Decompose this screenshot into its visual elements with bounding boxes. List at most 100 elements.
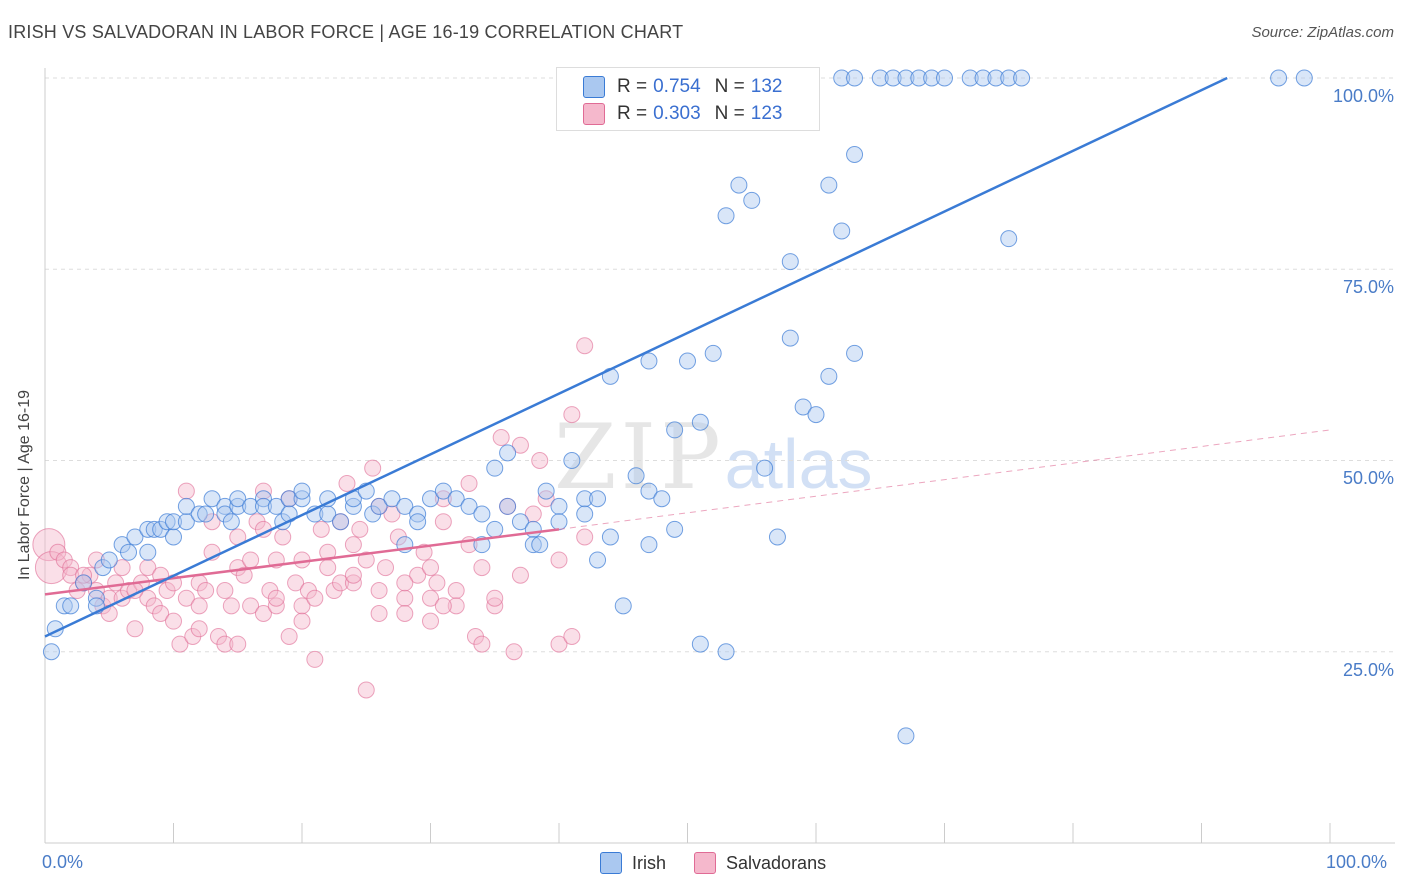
irish-point [139,520,157,538]
salvadoran-point [254,605,272,622]
irish-trend-line [44,76,1228,638]
salvadoran-point [370,582,388,600]
irish-point [640,482,658,500]
irish-point [1000,69,1018,87]
watermark-zip: ZIP [554,405,725,510]
salvadoran-point [344,536,362,554]
irish-point [640,352,658,370]
salvadoran-point [177,482,195,500]
irish-point [833,222,851,240]
irish-point [691,635,709,653]
irish-point [1013,69,1031,87]
irish-point [120,543,138,561]
salvadoran-point [177,589,195,607]
series-legend-irish: Irish [632,852,667,873]
legend-irish-r-value: 0.754 [653,76,701,97]
salvadoran-point [460,474,478,492]
irish-point [974,69,992,87]
legend-salv-n-value: 123 [750,103,783,124]
irish-point [743,191,761,209]
irish-point [293,482,311,500]
salvadoran-point [242,597,260,615]
salvadoran-point [222,597,240,615]
salvadoran-point [364,459,382,477]
salvadoran-point [422,559,439,577]
irish-point [447,490,465,508]
irish-point [923,69,941,87]
irish-point [486,520,504,538]
salvadoran-point [511,436,529,454]
salvadoran-point [126,620,144,638]
irish-point [460,497,478,515]
salvadoran-point [306,589,324,607]
irish-point [666,421,684,439]
salvadoran-point [165,612,182,630]
irish-point [396,497,414,515]
salvadoran-point [293,597,311,615]
salvadoran-trend-extension [558,429,1331,530]
irish-point [846,69,864,87]
irish-point [653,490,671,508]
salvadoran-point [319,559,337,577]
irish-point [524,536,542,554]
irish-point [1270,69,1288,87]
salvadoran-point [171,635,189,653]
irish-point [897,69,915,87]
irish-point [589,551,607,569]
salvadoran-point [312,520,330,538]
irish-point [75,574,93,592]
irish-point [807,406,825,424]
legend-row-irish: R = 0.754 N = 132 [583,75,788,99]
irish-point [884,69,902,87]
irish-point [820,176,838,194]
irish-point [691,413,709,431]
salvadoran-point [242,551,260,569]
salvadoran-point [344,566,362,584]
irish-point [165,513,182,531]
irish-point [499,497,517,515]
irish-point [242,497,260,515]
salvadoran-point [396,605,414,622]
salvadoran-point [550,551,568,569]
salvadoran-point [357,681,375,699]
irish-point [1295,69,1313,87]
salvadoran-point [293,612,311,630]
irish-point [531,536,549,554]
irish-point [717,643,735,661]
legend-swatch-irish [583,76,605,98]
irish-point [537,482,555,500]
salvadoran-point [486,589,504,607]
correlation-legend: R = 0.754 N = 132 R = 0.303 N = 123 [556,67,820,131]
irish-point [897,727,915,745]
salvadoran-point [190,620,208,638]
legend-row-salvadorans: R = 0.303 N = 123 [583,102,788,126]
irish-point [280,490,298,508]
salvadoran-point [511,566,529,584]
salvadoran-point [492,429,510,447]
irish-point [781,253,799,271]
salvadoran-point [274,528,292,546]
irish-point [666,520,684,538]
salvadoran-point [139,559,157,577]
legend-irish-r-label: R = [617,76,648,97]
irish-point [524,520,542,538]
salvadoran-point [415,543,433,561]
irish-point [679,352,696,370]
irish-point [833,69,851,87]
legend-swatch-salvadorans [583,103,605,125]
irish-point [871,69,889,87]
salvadoran-point [422,589,439,607]
irish-point [177,513,195,531]
watermark: ZIPatlas [554,405,873,510]
salvadoran-point [473,559,491,577]
irish-point [499,444,517,462]
irish-point [383,490,401,508]
salvadoran-point [280,627,298,645]
irish-point [987,69,1005,87]
salvadoran-point [576,528,594,546]
irish-point [627,467,645,485]
salvadoran-point [434,513,452,531]
salvadoran-point [563,406,581,424]
irish-point [203,490,221,508]
